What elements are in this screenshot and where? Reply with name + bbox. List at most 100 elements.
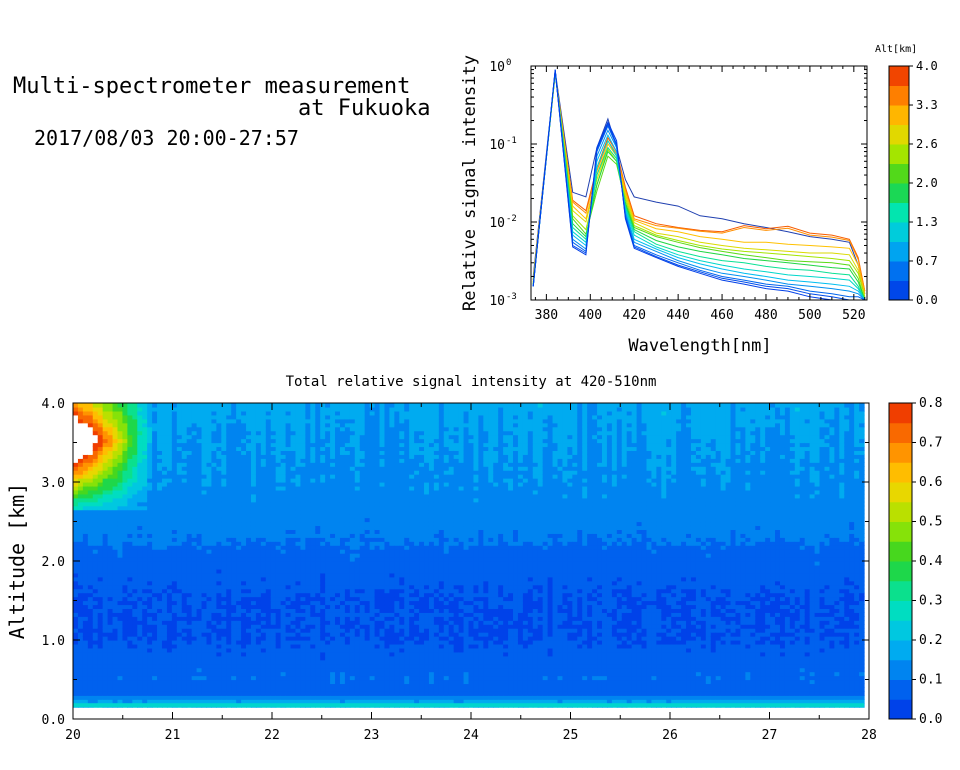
heatmap-cell bbox=[354, 679, 361, 685]
heatmap-cell bbox=[137, 454, 143, 459]
heatmap-cell bbox=[191, 482, 198, 487]
heatmap-cell bbox=[315, 442, 321, 448]
heatmap-cell bbox=[206, 584, 213, 590]
spectrum-line-1.9km bbox=[532, 72, 866, 300]
heatmap-cell bbox=[315, 576, 321, 582]
heatmap-cell bbox=[92, 588, 99, 594]
heatmap-cell bbox=[171, 466, 178, 471]
heatmap-cell bbox=[295, 430, 302, 436]
heatmap-cell bbox=[166, 533, 173, 538]
heatmap-cell bbox=[241, 691, 247, 696]
heatmap-cell bbox=[290, 529, 297, 534]
heatmap-cell bbox=[280, 655, 287, 661]
heatmap-cell bbox=[92, 608, 99, 613]
heatmap-cell bbox=[132, 521, 138, 527]
heatmap-cell bbox=[107, 576, 114, 582]
heatmap-cell bbox=[211, 568, 217, 574]
heatmap-cell bbox=[132, 489, 138, 495]
heatmap-cell bbox=[255, 699, 262, 704]
heatmap-cell bbox=[211, 659, 217, 665]
heatmap-cell bbox=[181, 651, 188, 657]
heatmap-cell bbox=[359, 489, 366, 495]
heatmap-cell bbox=[186, 667, 193, 673]
heatmap-cell bbox=[157, 521, 163, 527]
heatmap-cell bbox=[236, 406, 242, 412]
heatmap-cell bbox=[196, 462, 203, 467]
heatmap-cell bbox=[97, 482, 104, 487]
heatmap-cell bbox=[201, 478, 208, 483]
heatmap-cell bbox=[87, 624, 94, 629]
heatmap-cell bbox=[171, 596, 178, 602]
heatmap-cell bbox=[285, 406, 292, 412]
heatmap-cell bbox=[127, 647, 133, 653]
heatmap-cell bbox=[335, 576, 341, 582]
heatmap-cell bbox=[107, 446, 114, 451]
heatmap-cell bbox=[295, 576, 302, 582]
heatmap-cell bbox=[374, 588, 381, 594]
heatmap-cell bbox=[260, 647, 267, 653]
heatmap-cell bbox=[206, 509, 213, 515]
heatmap-cell bbox=[315, 683, 321, 688]
heatmap-cell bbox=[132, 592, 138, 598]
heatmap-cell bbox=[206, 422, 213, 428]
heatmap-cell bbox=[152, 430, 158, 436]
heatmap-cell bbox=[335, 489, 341, 495]
heatmap-cell bbox=[236, 505, 242, 511]
heatmap-cell bbox=[250, 561, 257, 566]
heatmap-cell bbox=[241, 659, 247, 665]
heatmap-cell bbox=[132, 493, 138, 499]
heatmap-cell bbox=[191, 643, 198, 649]
heatmap-cell bbox=[196, 493, 203, 499]
heatmap-cell bbox=[92, 493, 99, 499]
heatmap-cell bbox=[310, 628, 316, 633]
heatmap-cell bbox=[97, 651, 104, 657]
heatmap-cell bbox=[221, 640, 227, 645]
heatmap-cell bbox=[339, 513, 346, 519]
heatmap-cell bbox=[107, 533, 114, 538]
heatmap-cell bbox=[359, 572, 366, 578]
heatmap-cell bbox=[206, 418, 213, 424]
heatmap-cell bbox=[330, 410, 336, 416]
heatmap-cell bbox=[137, 647, 143, 653]
heatmap-cell bbox=[73, 418, 79, 424]
spectrum-y-tick-label: 10 bbox=[489, 294, 505, 309]
heatmap-cell bbox=[186, 624, 193, 629]
heatmap-cell bbox=[97, 442, 104, 448]
heatmap-cell bbox=[206, 663, 213, 669]
heatmap-cell bbox=[349, 640, 356, 645]
heatmap-cell bbox=[206, 620, 213, 625]
heatmap-cell bbox=[206, 600, 213, 606]
heatmap-cell bbox=[339, 604, 346, 609]
heatmap-cell bbox=[359, 687, 366, 692]
heatmap-cell bbox=[241, 561, 247, 566]
heatmap-cell bbox=[285, 557, 292, 562]
heatmap-cell bbox=[374, 576, 381, 582]
heatmap-cell bbox=[359, 521, 366, 527]
heatmap-cell bbox=[300, 640, 306, 645]
heatmap-cell bbox=[349, 636, 356, 641]
heatmap-cell bbox=[92, 450, 99, 455]
heatmap-cell bbox=[201, 592, 208, 598]
heatmap-cell bbox=[171, 659, 178, 665]
heatmap-cell bbox=[77, 667, 84, 673]
heatmap-cell bbox=[97, 485, 104, 491]
heatmap-cell bbox=[290, 474, 297, 479]
heatmap-cell bbox=[349, 485, 356, 491]
heatmap-cell bbox=[201, 430, 208, 436]
heatmap-cell bbox=[161, 632, 168, 637]
heatmap-cell bbox=[339, 592, 346, 598]
heatmap-cell bbox=[369, 545, 376, 550]
heatmap-cell bbox=[330, 489, 336, 495]
heatmap-cell bbox=[166, 612, 173, 617]
heatmap-cell bbox=[300, 612, 306, 617]
heatmap-cell bbox=[265, 584, 272, 590]
heatmap-cell bbox=[300, 529, 306, 534]
heatmap-cell bbox=[77, 545, 84, 550]
heatmap-cell bbox=[82, 450, 89, 455]
heatmap-cell bbox=[221, 537, 227, 542]
heatmap-cell bbox=[127, 422, 133, 428]
intensity-heatmap: Total relative signal intensity at 420-5… bbox=[5, 374, 943, 743]
heatmap-cell bbox=[142, 422, 148, 428]
heatmap-cell bbox=[335, 505, 341, 511]
heatmap-cell bbox=[102, 545, 109, 550]
